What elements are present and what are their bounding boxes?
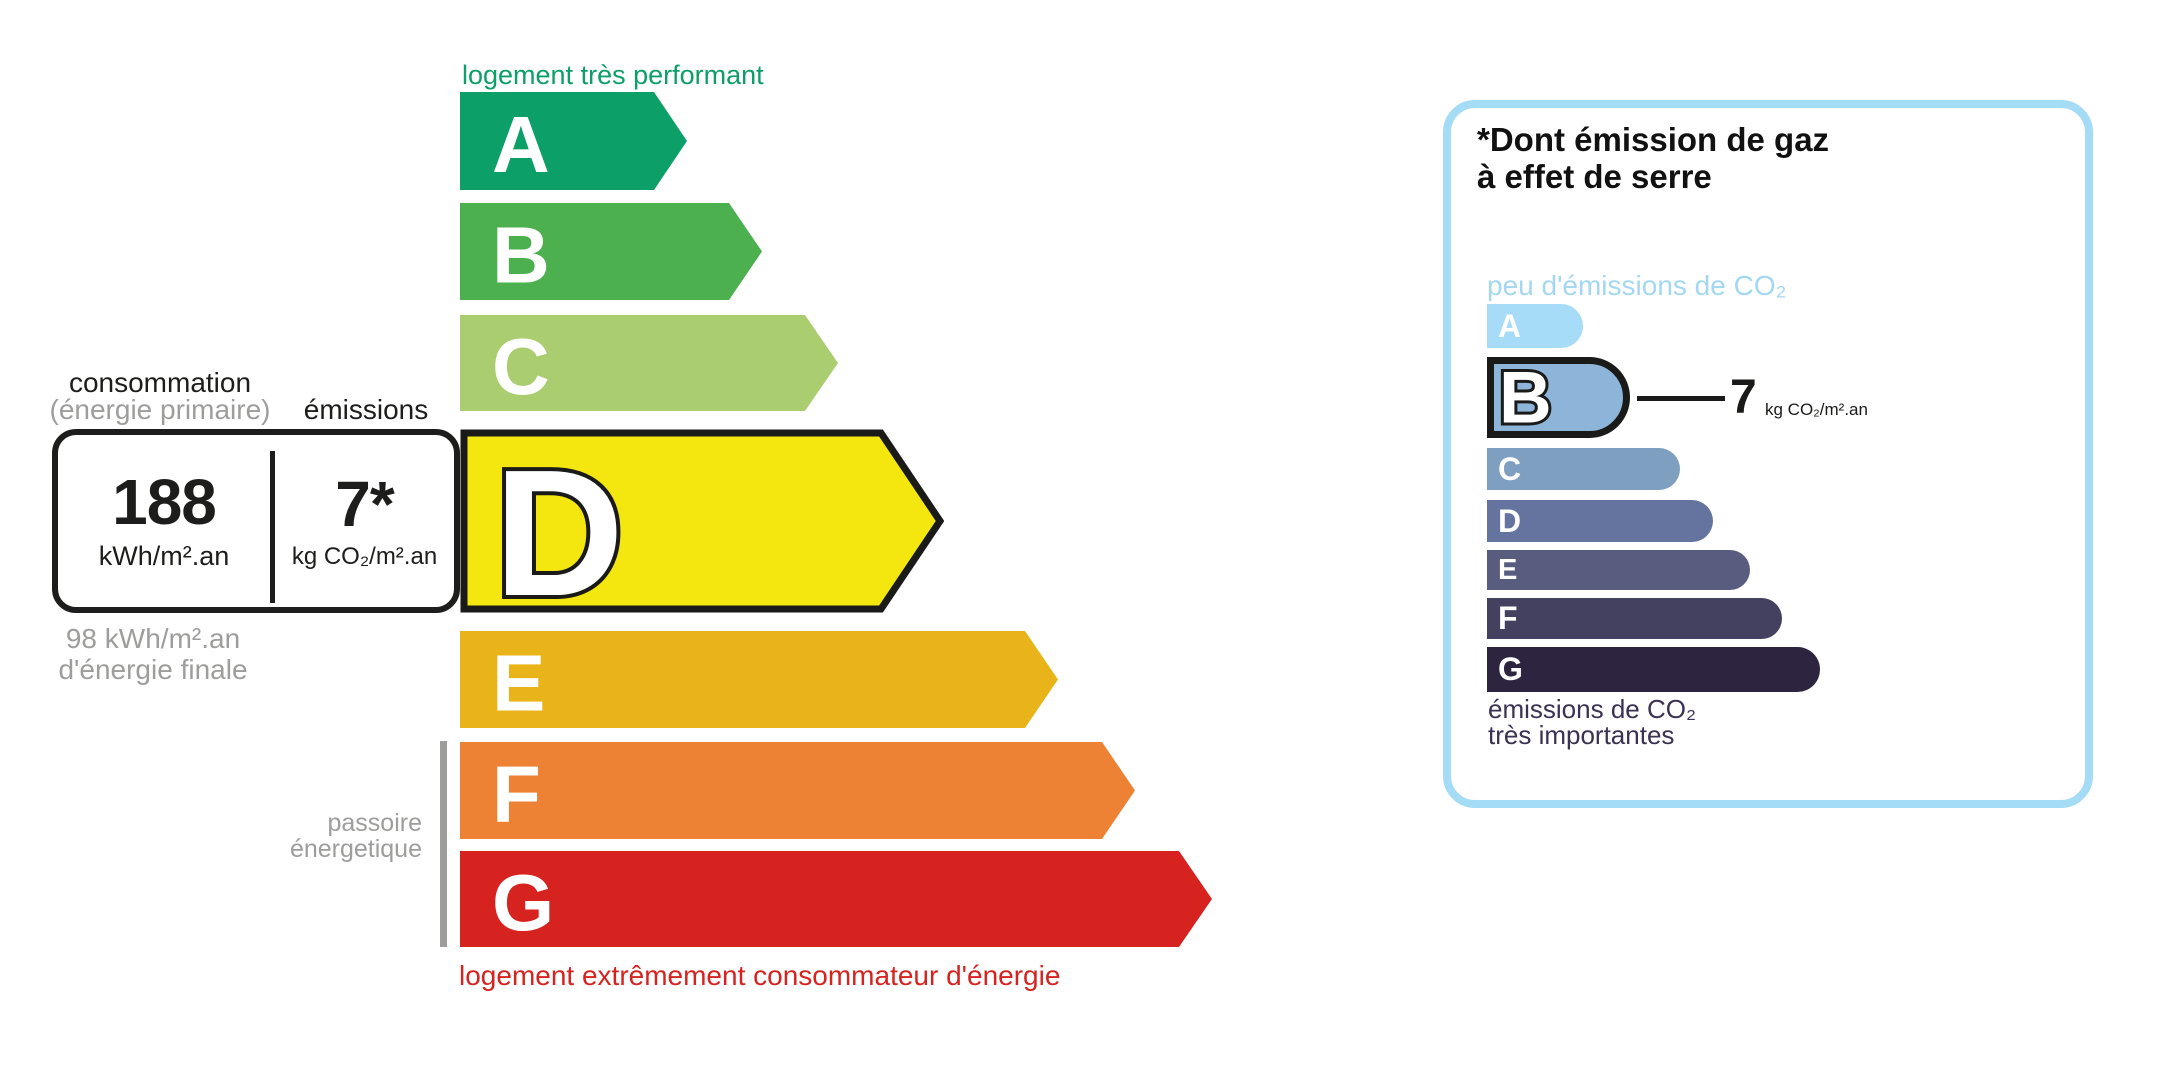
- ges-class-f: F: [1487, 598, 1782, 639]
- ges-class-c: C: [1487, 448, 1680, 490]
- top-performance-label: logement très performant: [462, 60, 764, 90]
- ges-title-line1: *Dont émission de gaz: [1477, 121, 1830, 158]
- energy-sieve-line1: passoire: [327, 809, 423, 837]
- energy-class-letter: A: [492, 100, 550, 189]
- ges-high-emissions-line1: émissions de CO₂: [1488, 694, 1697, 724]
- energy-sieve-label: passoire énergetique: [172, 810, 422, 862]
- ges-connector-line: [1637, 396, 1725, 401]
- ges-title-line2: à effet de serre: [1477, 158, 1712, 195]
- box-divider: [270, 451, 275, 603]
- energy-class-d-selected: D: [460, 429, 944, 613]
- energy-class-letter: D: [494, 433, 624, 613]
- energy-class-arrow: [460, 315, 838, 411]
- energy-class-letter: G: [492, 858, 554, 947]
- ges-class-g: G: [1487, 647, 1820, 692]
- ges-class-e: E: [1487, 550, 1750, 590]
- energy-class-g: G: [460, 851, 1212, 947]
- energy-class-arrow: [460, 203, 762, 300]
- emissions-header: émissions: [303, 394, 429, 425]
- energy-class-letter: C: [492, 322, 550, 411]
- energy-class-a: A: [460, 92, 687, 190]
- energy-class-c: C: [460, 315, 838, 411]
- ges-class-d: D: [1487, 500, 1713, 542]
- energy-class-b: B: [460, 203, 762, 300]
- ges-low-emissions-label: peu d'émissions de CO₂: [1487, 270, 1787, 301]
- ges-class-a: A: [1487, 304, 1583, 348]
- ges-unit: kg CO₂/m².an: [1765, 400, 1868, 419]
- ges-panel-title: *Dont émission de gaz à effet de serre: [1477, 121, 1829, 195]
- energy-class-arrow: [460, 742, 1135, 839]
- ges-high-emissions-label: émissions de CO₂ très importantes: [1488, 696, 1696, 748]
- ges-class-letter: F: [1498, 600, 1518, 636]
- energy-class-e: E: [460, 631, 1058, 728]
- energy-class-letter: B: [492, 211, 550, 300]
- co2-emissions-cell: 7* kg CO₂/m².an: [275, 435, 454, 607]
- final-energy-line2: d'énergie finale: [58, 654, 248, 685]
- energy-class-arrow: [460, 851, 1212, 947]
- ges-panel: *Dont émission de gaz à effet de serre p…: [1443, 100, 2093, 808]
- energy-sieve-bracket: [440, 741, 447, 947]
- bottom-performance-label: logement extrêmement consommateur d'éner…: [459, 960, 1061, 991]
- ges-class-letter: D: [1498, 502, 1522, 539]
- primary-energy-subheader: (énergie primaire): [49, 394, 271, 425]
- ges-class-letter: A: [1498, 307, 1522, 344]
- final-energy-label: 98 kWh/m².an d'énergie finale: [33, 623, 273, 685]
- ges-class-letter: B: [1499, 364, 1552, 431]
- primary-energy-unit: kWh/m².an: [98, 541, 230, 571]
- energy-class-letter: F: [492, 750, 541, 839]
- ges-value: 7: [1730, 371, 1757, 424]
- energy-sieve-line2: énergetique: [289, 835, 422, 863]
- ges-class-letter: E: [1498, 553, 1518, 586]
- ges-high-emissions-line2: très importantes: [1488, 720, 1675, 750]
- co2-emissions-value: 7*: [335, 467, 394, 540]
- consumption-header: consommation: [68, 367, 252, 398]
- energy-class-arrow: [460, 631, 1058, 728]
- rating-values-box: 188 kWh/m².an 7* kg CO₂/m².an: [52, 429, 460, 613]
- ges-class-b-selected: B: [1487, 357, 1630, 438]
- ges-class-letter: G: [1498, 651, 1523, 687]
- energy-class-f: F: [460, 742, 1135, 839]
- ges-class-letter: C: [1498, 450, 1522, 487]
- energy-class-arrow: [460, 92, 687, 190]
- primary-energy-value: 188: [112, 466, 217, 538]
- energy-class-arrow: [460, 429, 944, 613]
- energy-class-letter: E: [492, 639, 545, 728]
- primary-energy-cell: 188 kWh/m².an: [58, 435, 270, 607]
- co2-emissions-unit: kg CO₂/m².an: [291, 542, 438, 570]
- final-energy-line1: 98 kWh/m².an: [65, 623, 241, 654]
